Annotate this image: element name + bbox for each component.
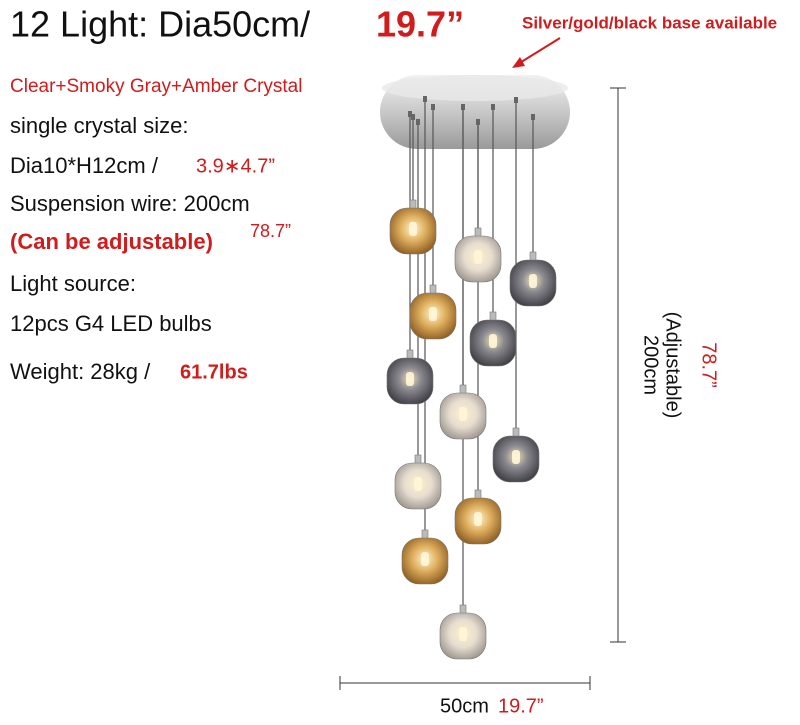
socket [421, 529, 429, 540]
size: Dia10*H12cm / [10, 153, 159, 178]
size-label: single crystal size: [10, 113, 189, 138]
base-note: Silver/gold/black base available [522, 13, 777, 32]
bulb [512, 450, 520, 464]
size-inch: 3.9∗4.7” [196, 155, 275, 177]
canopy-top [382, 75, 568, 101]
wire-cap [531, 114, 535, 120]
height-inch: 78.7” [698, 342, 720, 388]
weight-lbs: 61.7lbs [180, 361, 248, 383]
wire-cap [423, 96, 427, 102]
height-note: (Adjustable) [662, 312, 684, 419]
wire-inch: 78.7” [250, 221, 291, 241]
bulb [474, 250, 482, 264]
socket [406, 349, 414, 360]
bulb [414, 477, 422, 491]
wire-cap [408, 111, 412, 117]
bulb [406, 372, 414, 386]
wire-cap [491, 104, 495, 110]
bulb [474, 512, 482, 526]
width-inch: 19.7” [498, 695, 544, 717]
wire-cap [416, 119, 420, 125]
title: 12 Light: Dia50cm/ [10, 4, 310, 45]
socket [512, 427, 520, 438]
socket [474, 227, 482, 238]
bulb [421, 552, 429, 566]
wire-cap [514, 97, 518, 103]
wire-cap [476, 119, 480, 125]
bulb [529, 274, 537, 288]
wire-cap [431, 104, 435, 110]
title-inch: 19.7” [376, 4, 464, 45]
wire-cap [411, 114, 415, 120]
wire-note: (Can be adjustable) [10, 229, 213, 254]
source: 12pcs G4 LED bulbs [10, 311, 212, 336]
bulb [459, 627, 467, 641]
socket [529, 251, 537, 262]
arrow [517, 37, 561, 65]
socket [459, 384, 467, 395]
socket [409, 199, 417, 210]
bulb [489, 334, 497, 348]
chandelier [380, 75, 570, 660]
bulb [409, 222, 417, 236]
bulb [429, 307, 437, 321]
width-value: 50cm [440, 695, 489, 717]
crystal-type: Clear+Smoky Gray+Amber Crystal [10, 76, 302, 97]
socket [414, 454, 422, 465]
socket [489, 311, 497, 322]
socket [429, 284, 437, 295]
height-value: 200cm [640, 335, 662, 395]
socket [459, 604, 467, 615]
socket [474, 489, 482, 500]
source-label: Light source: [10, 271, 136, 296]
arrow-head [512, 57, 525, 68]
wire: Suspension wire: 200cm [10, 191, 250, 216]
wire-cap [461, 104, 465, 110]
weight: Weight: 28kg / [10, 359, 151, 384]
bulb [459, 407, 467, 421]
